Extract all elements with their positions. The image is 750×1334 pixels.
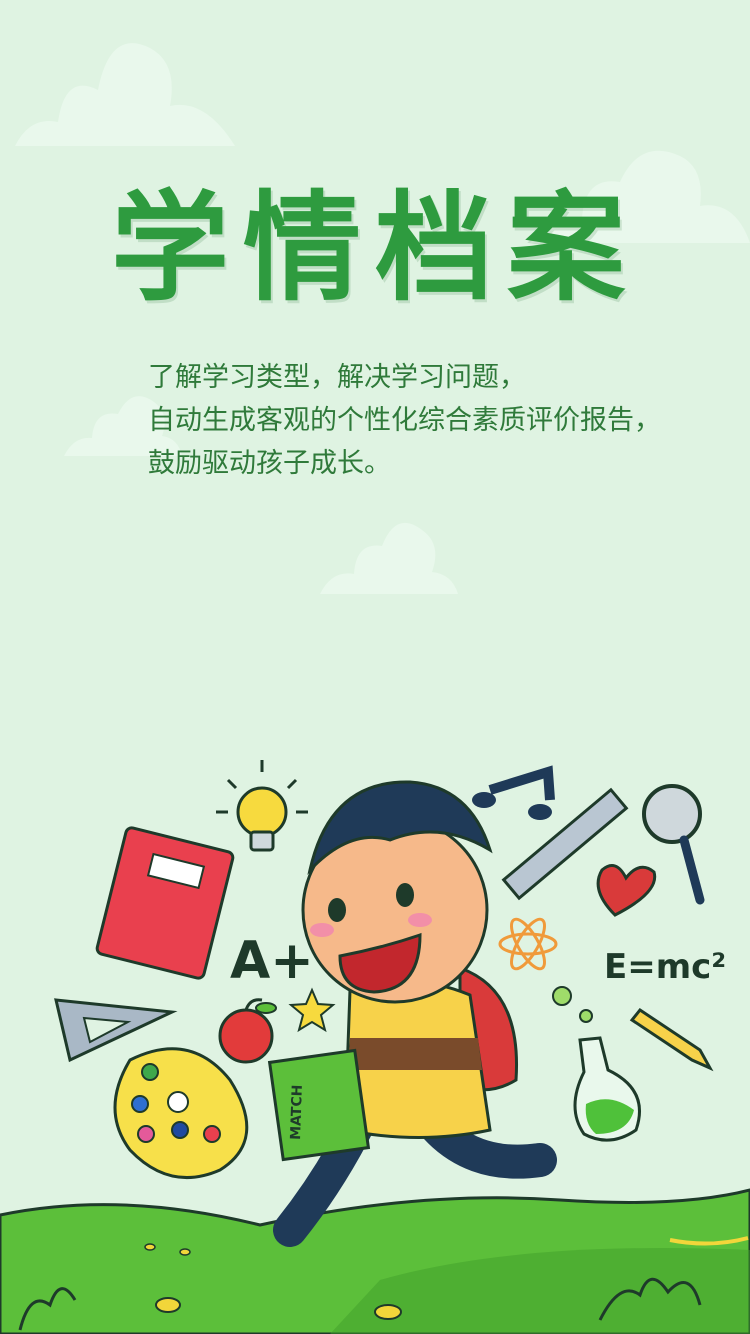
- notebook-icon: [95, 826, 235, 980]
- description: 了解学习类型，解决学习问题， 自动生成客观的个性化综合素质评价报告， 鼓励驱动孩…: [148, 356, 728, 485]
- student-figure: [267, 780, 557, 1247]
- description-line: 了解学习类型，解决学习问题，: [148, 362, 526, 393]
- atom-icon: [498, 917, 558, 971]
- ruler-icon: [501, 787, 629, 901]
- description-line: 鼓励驱动孩子成长。: [148, 448, 391, 479]
- grade-a-plus: A+: [230, 931, 314, 991]
- cloud-decoration: [15, 43, 235, 147]
- star-icon: [288, 987, 336, 1033]
- music-note-icon: [472, 765, 555, 820]
- formula-text: E=mc²: [604, 947, 726, 987]
- flask-icon: [552, 986, 641, 1142]
- paint-palette-icon: [113, 1047, 249, 1180]
- lightbulb-icon: [216, 760, 308, 852]
- notebook-label: MATCH: [288, 1084, 306, 1140]
- heart-icon: [596, 864, 657, 917]
- set-square-icon: [54, 998, 178, 1063]
- student-illustration: A+: [0, 760, 750, 1334]
- cloud-decoration: [320, 522, 458, 594]
- magnifier-icon: [642, 784, 705, 905]
- cloud-decoration: [64, 396, 182, 456]
- cloud-decoration: [530, 150, 750, 243]
- description-line: 自动生成客观的个性化综合素质评价报告，: [148, 405, 661, 436]
- apple-icon: [218, 998, 277, 1064]
- grass-hill-icon: [0, 1188, 750, 1334]
- page-title: 学情档案: [110, 179, 639, 317]
- pencil-icon: [629, 1007, 714, 1072]
